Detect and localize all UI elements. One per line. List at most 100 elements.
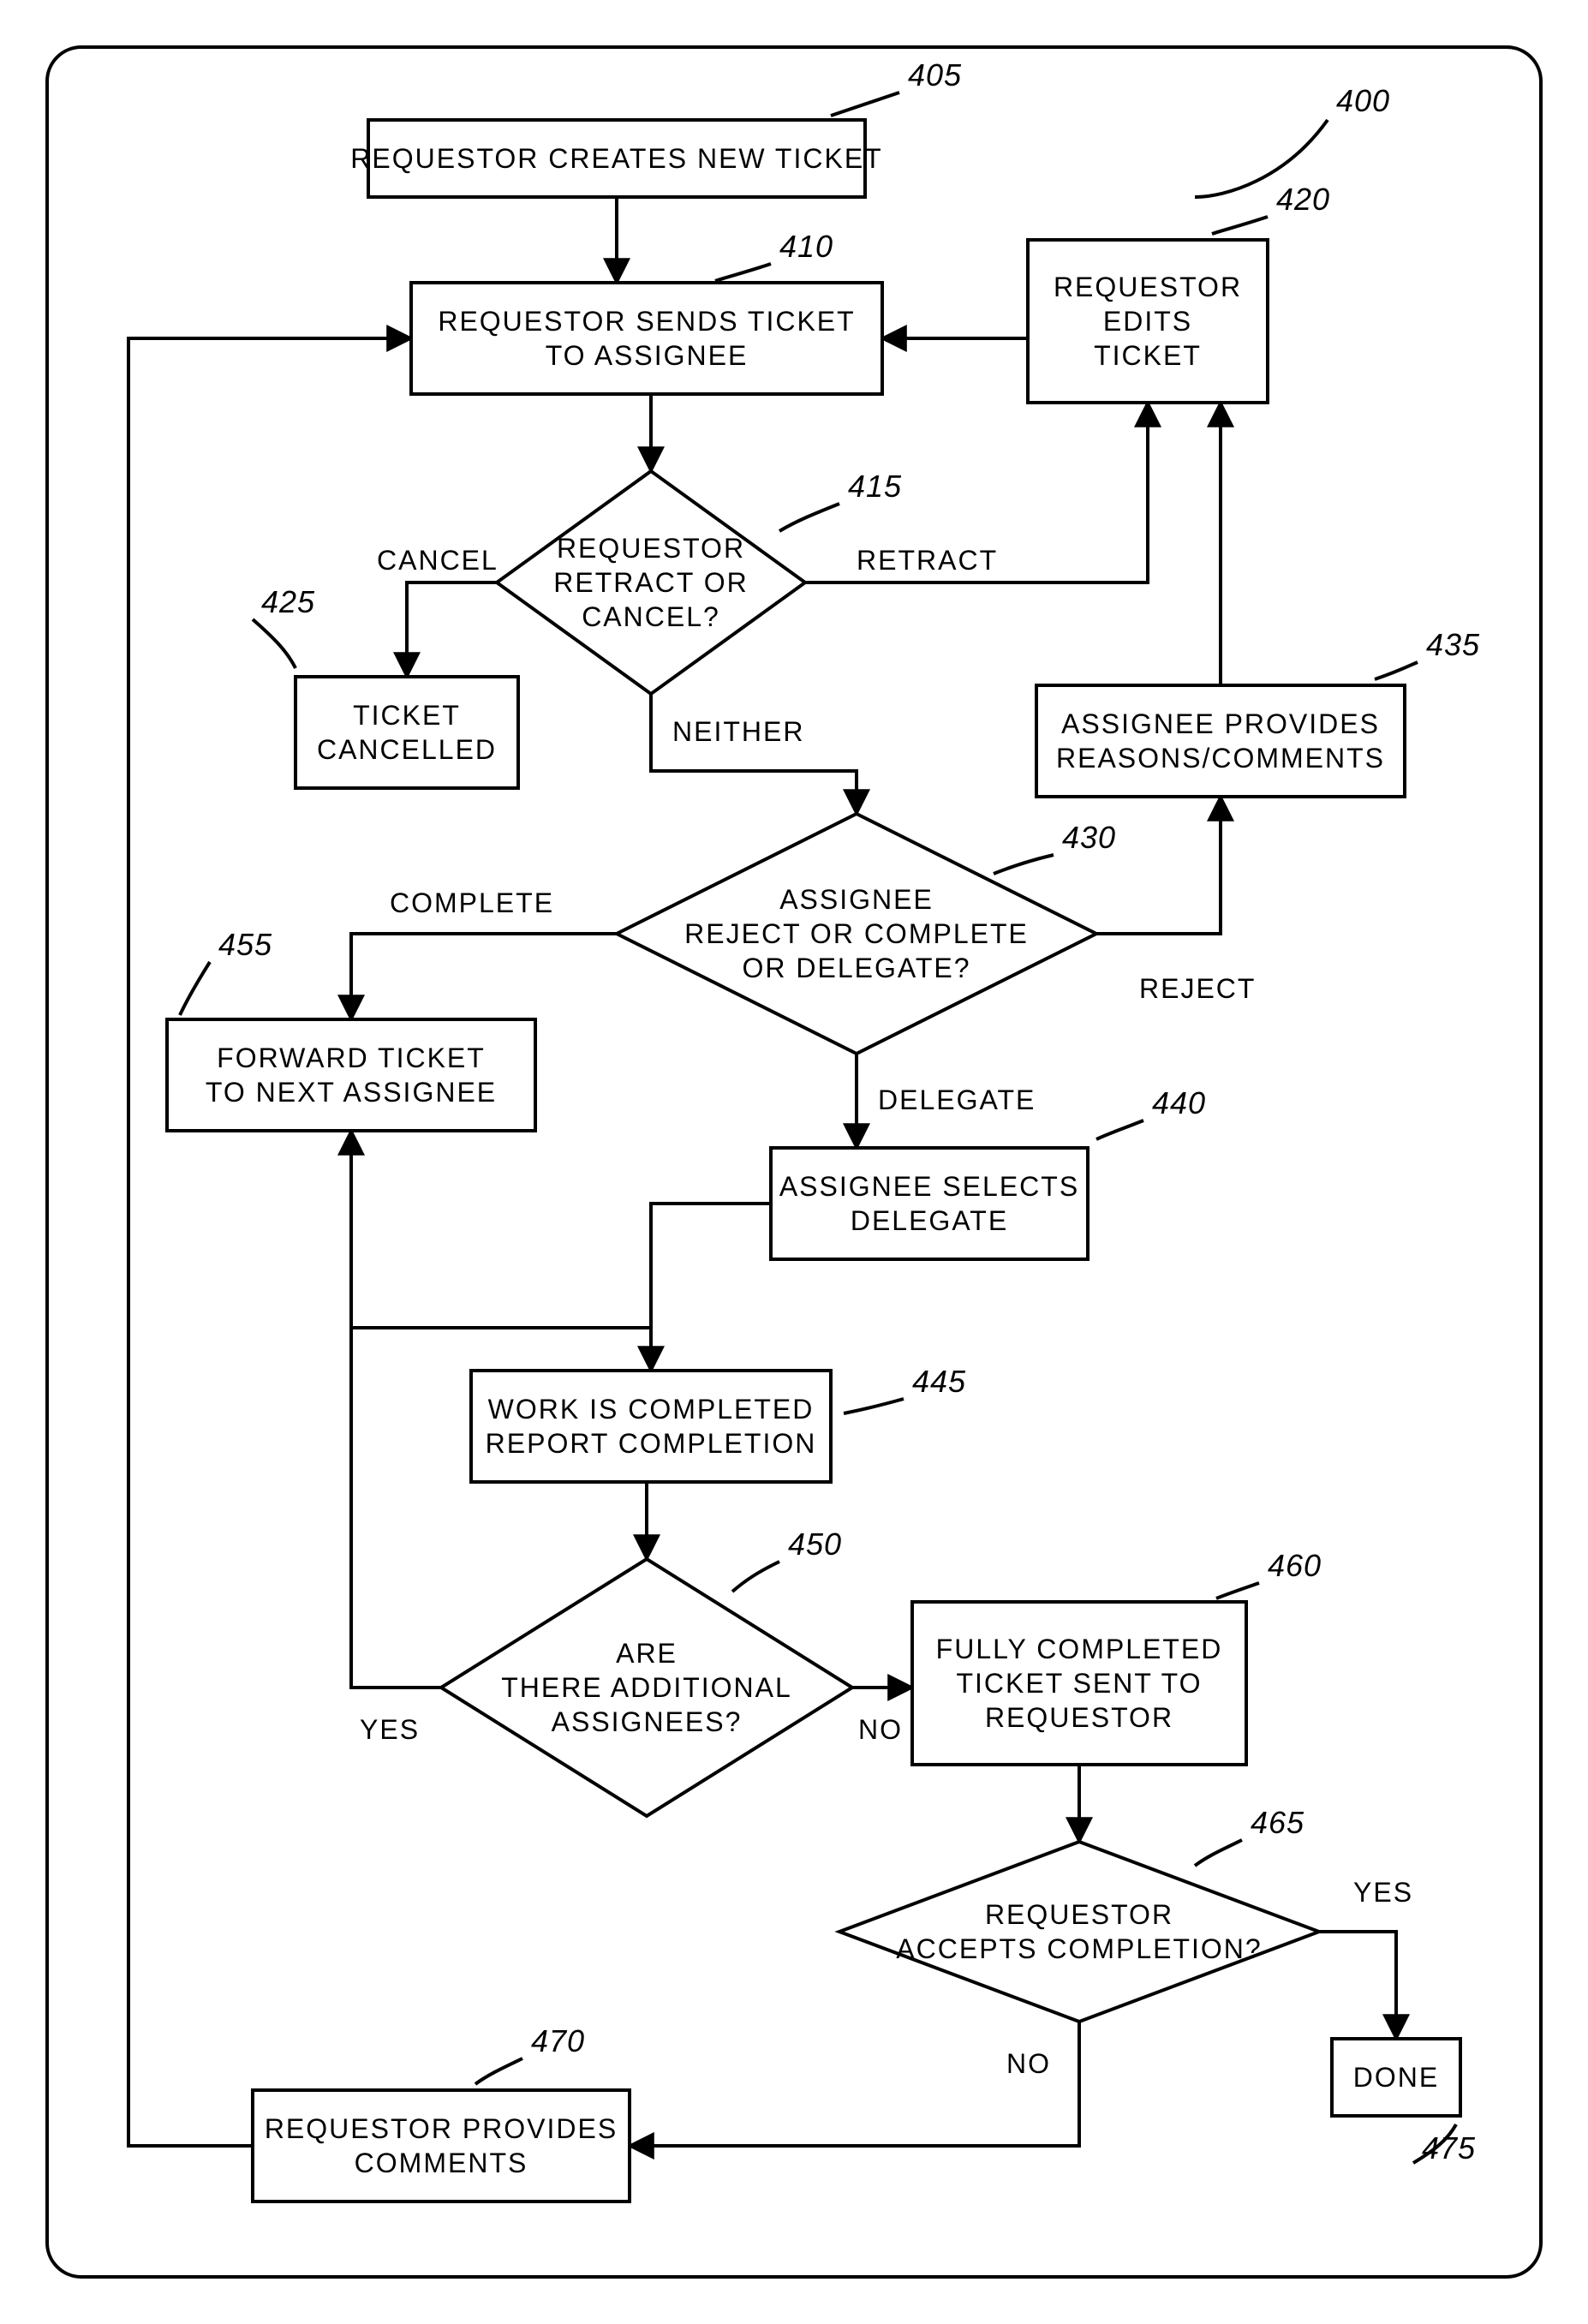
node-text: REQUESTOR <box>985 1899 1173 1930</box>
edge-label: YES <box>360 1714 420 1745</box>
node-text: TICKET <box>353 700 461 731</box>
node-text: REQUESTOR PROVIDES <box>265 2113 618 2144</box>
node-435: ASSIGNEE PROVIDES REASONS/COMMENTS <box>1036 685 1405 797</box>
ref-430: 430 <box>1062 820 1116 855</box>
node-text: FULLY COMPLETED <box>936 1634 1223 1664</box>
node-text: THERE ADDITIONAL <box>501 1672 792 1703</box>
node-475: DONE <box>1332 2039 1460 2116</box>
node-text: DELEGATE <box>851 1205 1008 1236</box>
node-text: REQUESTOR <box>985 1702 1173 1733</box>
flow-edge <box>651 1204 771 1371</box>
node-text: ASSIGNEE SELECTS <box>779 1171 1079 1202</box>
node-415: REQUESTORRETRACT ORCANCEL? <box>497 471 805 694</box>
nodes-layer: REQUESTOR CREATES NEW TICKET 405 REQUESTOR… <box>167 57 1480 2202</box>
node-text: ASSIGNEE <box>779 884 934 915</box>
node-text: REJECT OR COMPLETE <box>684 918 1029 949</box>
node-460: FULLY COMPLETED TICKET SENT TOREQUESTOR <box>912 1602 1246 1765</box>
node-text: FORWARD TICKET <box>217 1043 486 1073</box>
flow-edge <box>351 934 617 1019</box>
node-text: ARE <box>616 1638 678 1669</box>
node-text: RETRACT OR <box>553 567 748 598</box>
ref-leader <box>1375 662 1418 679</box>
edge-label: NO <box>1006 2048 1051 2079</box>
node-text: TICKET <box>1094 340 1202 371</box>
ref-475: 475 <box>1422 2130 1476 2166</box>
flow-edge <box>1096 797 1221 934</box>
node-450: ARETHERE ADDITIONALASSIGNEES? <box>441 1559 852 1816</box>
flow-edge <box>351 1131 651 1371</box>
ref-435: 435 <box>1426 627 1480 662</box>
ref-leader <box>1195 1840 1242 1866</box>
flow-edge <box>651 694 857 814</box>
node-text: EDITS <box>1103 306 1192 337</box>
ref-leader <box>475 2058 522 2084</box>
node-455: FORWARD TICKET TO NEXT ASSIGNEE <box>167 1019 535 1131</box>
flow-edge <box>407 582 497 677</box>
edge-label: CANCEL <box>377 545 498 576</box>
flow-edge <box>351 1131 441 1688</box>
ref-420: 420 <box>1276 182 1330 217</box>
node-430: ASSIGNEEREJECT OR COMPLETE OR DELEGATE? <box>617 814 1096 1054</box>
node-465: REQUESTORACCEPTS COMPLETION? <box>839 1842 1319 2022</box>
ref-405: 405 <box>908 57 962 93</box>
ref-leader <box>779 504 839 531</box>
edge-label: NEITHER <box>672 716 804 747</box>
ref-460: 460 <box>1268 1548 1322 1583</box>
ref-leader <box>1216 1583 1259 1598</box>
ref-400: 400 <box>1336 83 1390 118</box>
ref-410: 410 <box>779 229 833 264</box>
ref-415: 415 <box>848 469 902 504</box>
edge-label: DELEGATE <box>878 1084 1036 1115</box>
flow-edge <box>630 2022 1079 2146</box>
ref-leader <box>1212 217 1268 234</box>
ref-leader <box>180 962 210 1015</box>
node-text: ASSIGNEES? <box>552 1706 743 1737</box>
node-text: REPORT COMPLETION <box>486 1428 817 1459</box>
node-text: CANCEL? <box>582 601 720 632</box>
ref-450: 450 <box>788 1526 842 1562</box>
node-text: REQUESTOR CREATES NEW TICKET <box>350 143 882 174</box>
flowchart-svg: RETRACT CANCEL NEITHER REJECT COMPLETE DELEGA… <box>0 0 1588 2324</box>
flowchart-root: RETRACT CANCEL NEITHER REJECT COMPLETE DELEGA… <box>0 0 1588 2324</box>
ref-leader <box>715 264 771 281</box>
edge-label: YES <box>1353 1877 1413 1908</box>
ref-465: 465 <box>1251 1805 1304 1840</box>
ref-440: 440 <box>1152 1085 1206 1120</box>
ref-leader <box>253 619 296 668</box>
node-text: TICKET SENT TO <box>956 1668 1202 1699</box>
edge-label: COMPLETE <box>390 887 554 918</box>
ref-leader <box>994 855 1054 874</box>
node-410: REQUESTOR SENDS TICKETTO ASSIGNEE <box>411 283 882 394</box>
node-425: TICKETCANCELLED <box>296 677 518 788</box>
node-text: COMMENTS <box>355 2148 528 2178</box>
flow-edge <box>1319 1932 1396 2039</box>
node-text: OR DELEGATE? <box>742 953 970 983</box>
node-text: WORK IS COMPLETED <box>488 1394 815 1425</box>
node-440: ASSIGNEE SELECTSDELEGATE <box>771 1148 1088 1259</box>
ref-455: 455 <box>218 927 272 962</box>
node-text: REQUESTOR <box>557 533 745 564</box>
ref-leader <box>831 93 899 116</box>
edge-label: REJECT <box>1139 973 1256 1004</box>
node-470: REQUESTOR PROVIDES COMMENTS <box>253 2090 630 2202</box>
node-text: ASSIGNEE PROVIDES <box>1061 708 1380 739</box>
node-text: REASONS/COMMENTS <box>1056 743 1385 774</box>
node-420: REQUESTOR EDITSTICKET <box>1028 240 1268 403</box>
ref-425: 425 <box>261 584 315 619</box>
node-text: DONE <box>1353 2062 1439 2093</box>
edge-label: RETRACT <box>857 545 998 576</box>
node-text: REQUESTOR <box>1054 272 1242 302</box>
node-text: TO NEXT ASSIGNEE <box>206 1077 497 1108</box>
ref-leader <box>732 1562 779 1592</box>
node-text: ACCEPTS COMPLETION? <box>896 1933 1262 1964</box>
node-445: WORK IS COMPLETEDREPORT COMPLETION <box>471 1371 831 1482</box>
ref-leader <box>1096 1120 1143 1139</box>
ref-470: 470 <box>531 2023 585 2058</box>
node-405: REQUESTOR CREATES NEW TICKET <box>350 120 882 197</box>
node-text: TO ASSIGNEE <box>546 340 749 371</box>
ref-445: 445 <box>912 1364 966 1399</box>
node-text: CANCELLED <box>317 734 497 765</box>
node-text: REQUESTOR SENDS TICKET <box>438 306 855 337</box>
ref-leader <box>844 1399 904 1413</box>
edge-label: NO <box>858 1714 903 1745</box>
